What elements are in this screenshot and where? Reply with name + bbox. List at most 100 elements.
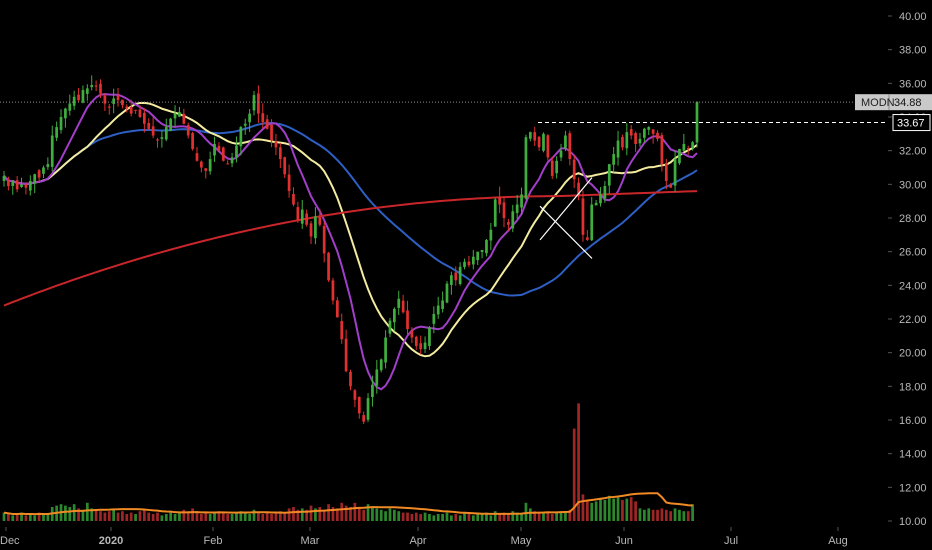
candle-body [296,207,300,220]
candle-body [274,141,278,148]
volume-bar [603,500,607,521]
volume-bar [502,512,506,521]
candle-body [151,126,155,136]
candle-body [15,180,19,190]
candle-body [94,85,98,87]
candle-body [85,88,89,94]
candle-body [393,308,396,323]
volume-bar [270,514,273,521]
candle-body [261,113,265,123]
volume-bar [300,508,304,521]
volume-bar [173,514,177,521]
time-tick-label: Feb [204,535,223,547]
price-tick-label: 18.00 [899,381,927,393]
volume-bars [2,403,694,521]
candle-body [528,132,532,139]
candle-body [287,174,291,192]
candle-body [419,343,423,350]
volume-bar [235,512,238,521]
candle-body [533,132,537,141]
moving-averages [3,93,698,391]
candle-body [577,182,580,197]
volume-bar [121,511,124,521]
volume-bar [287,508,291,521]
volume-bar [182,509,186,521]
volume-bar [103,512,107,521]
candle-body [257,93,260,114]
volume-bar [20,512,23,521]
candle-body [629,129,633,136]
candle-body [33,174,37,184]
candle-body [686,147,690,149]
candle-body [450,275,453,285]
volume-bar [204,512,208,521]
candle-body [230,157,234,164]
candle-body [607,164,611,186]
candle-body [283,157,287,175]
volume-bar [550,514,554,521]
candle-body [428,327,431,347]
volume-bar [498,514,501,521]
candle-body [270,124,273,141]
candle-body [349,371,352,387]
candle-body [441,300,444,310]
volume-bar [248,514,251,521]
volume-bar [327,504,330,521]
candle-body [432,313,436,324]
volume-bar [638,508,642,521]
volume-bar [673,508,677,521]
candle-body [7,179,10,187]
candle-body [142,112,146,124]
candle-body [559,150,563,158]
time-axis[interactable]: Dec 2020 Feb Mar Apr May Jun Jul Aug [0,527,848,547]
volume-bar [200,514,203,521]
volume-bar [621,500,624,521]
candle-body [695,102,699,143]
candle-body [550,160,554,176]
last-price-label: 34.88 [894,97,922,109]
volume-bar [221,512,225,521]
candle-body [572,159,576,180]
candle-body [414,336,418,346]
last-price-tag[interactable]: MODN 34.88 [855,94,932,111]
resistance-tag[interactable]: 33.67 [892,114,931,132]
volume-bar [42,514,45,521]
price-tick-label: 14.00 [899,449,927,461]
candle-body [581,198,585,235]
volume-bar [2,512,6,521]
candle-body [555,160,559,174]
candle-body [379,359,383,371]
price-tick-label: 38.00 [899,45,927,57]
candle-body [204,168,208,171]
volume-bar [186,511,190,521]
candle-body [471,256,475,265]
volume-bar [24,515,28,521]
candle-body [125,106,129,109]
volume-bar [454,514,458,521]
volume-bar [463,512,466,521]
candle-body [406,310,409,330]
time-tick-label: Dec [0,535,20,547]
volume-bar [292,507,295,521]
price-axis[interactable]: 40.0038.0036.0034.0032.0030.0028.0026.00… [855,11,932,528]
candle-body [340,321,344,340]
volume-bar [546,511,550,521]
volume-bar [191,508,194,521]
volume-bar [296,509,300,521]
candle-body [603,186,607,199]
volume-bar [85,502,89,521]
candle-body [239,127,243,147]
volume-bar [485,512,488,521]
time-tick-label: Apr [409,535,426,547]
volume-bar [397,511,401,521]
ma-blue-line [3,121,698,297]
price-tick-label: 36.00 [899,78,927,90]
candle-body [318,217,322,225]
volume-bar [257,512,260,521]
volume-bar [90,508,94,521]
volume-bar [357,508,361,521]
volume-bar [107,511,111,521]
candle-body [116,95,120,101]
candle-body [599,194,602,204]
